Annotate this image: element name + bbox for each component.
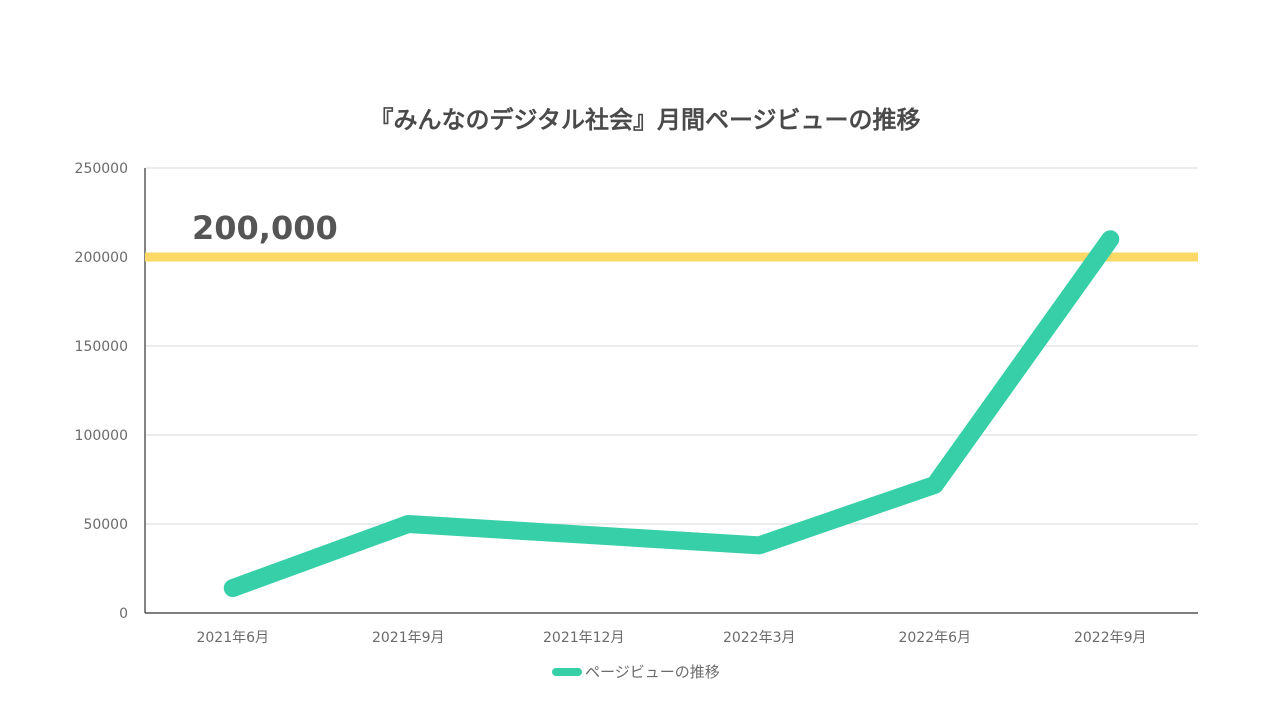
legend: ページビューの推移 [552,663,720,681]
y-tick-label: 200000 [75,250,128,266]
reference-line-label: 200,000 [192,209,338,247]
y-axis-ticks: 0 50000 100000 150000 200000 250000 [75,161,128,622]
axes [144,168,1198,614]
legend-label: ページビューの推移 [585,663,720,681]
x-tick-label: 2021年9月 [372,630,445,646]
x-tick-label: 2022年9月 [1074,630,1147,646]
x-axis-ticks: 2021年6月 2021年9月 2021年12月 2022年3月 2022年6月 2022… [196,630,1146,646]
x-tick-label: 2022年3月 [723,630,796,646]
data-point [406,522,411,526]
reference-line-group: 200,000 [145,209,1198,262]
y-tick-label: 50000 [83,517,128,533]
data-point [1108,237,1113,242]
y-tick-label: 100000 [75,428,128,444]
y-tick-label: 250000 [75,161,128,177]
data-point [581,532,586,537]
series [223,230,1120,598]
y-tick-label: 0 [119,606,128,622]
data-point [932,482,937,487]
series-line [223,230,1120,598]
data-point [757,543,762,548]
x-tick-label: 2022年6月 [898,630,971,646]
x-tick-label: 2021年12月 [543,630,624,646]
chart-title: 『みんなのデジタル社会』月間ページビューの推移 [369,106,920,134]
x-tick-label: 2021年6月 [196,630,269,646]
y-tick-label: 150000 [75,339,128,355]
data-point [230,586,235,591]
